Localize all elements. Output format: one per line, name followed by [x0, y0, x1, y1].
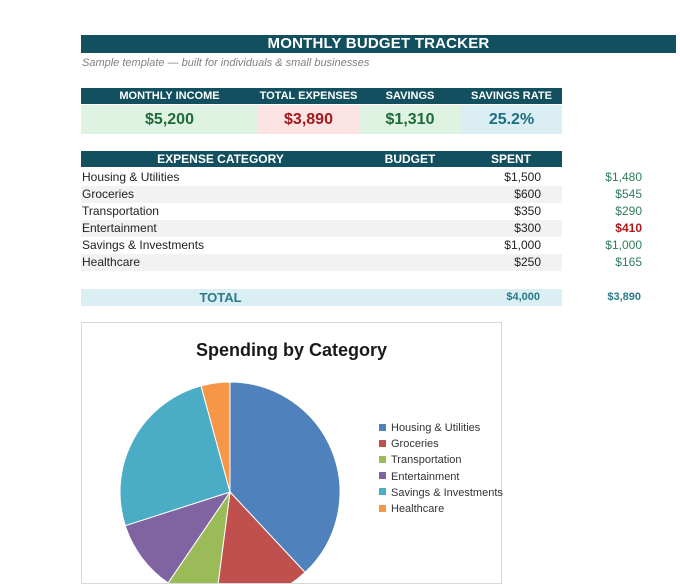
- legend-label: Entertainment: [391, 470, 460, 483]
- spent-cell[interactable]: $1,000: [605, 238, 642, 252]
- legend-item: Housing & Utilities: [379, 420, 503, 436]
- legend-swatch: [379, 423, 386, 431]
- spending-chart[interactable]: Spending by Category Housing & Utilities…: [81, 322, 503, 584]
- page-subtitle: Sample template — built for individuals …: [82, 57, 370, 69]
- legend-item: Groceries: [379, 436, 503, 452]
- pie-chart-canvas: [119, 381, 341, 583]
- total-row[interactable]: TOTAL $4,000 $3,890: [81, 289, 641, 306]
- legend-label: Healthcare: [391, 502, 445, 515]
- savings-header: SAVINGS: [359, 88, 461, 104]
- table-row[interactable]: Entertainment $300 $410: [81, 220, 642, 237]
- category-cell[interactable]: Entertainment: [82, 221, 157, 235]
- legend-swatch: [379, 439, 386, 447]
- legend-label: Housing & Utilities: [391, 422, 481, 434]
- savings-rate-header: SAVINGS RATE: [461, 88, 562, 104]
- table-row[interactable]: Housing & Utilities $1,500 $1,480: [81, 169, 642, 186]
- legend-label: Transportation: [391, 454, 462, 467]
- spent-cell[interactable]: $1,480: [605, 170, 642, 184]
- spent-cell[interactable]: $545: [615, 187, 642, 201]
- category-cell[interactable]: Transportation: [82, 204, 159, 218]
- chart-title: Spending by Category: [195, 340, 388, 360]
- budget-cell[interactable]: $1,500: [504, 170, 541, 184]
- expenses-value[interactable]: $3,890: [258, 105, 359, 134]
- budget-cell[interactable]: $250: [514, 255, 541, 269]
- chart-legend: Housing & Utilities Groceries Transportati…: [379, 420, 503, 517]
- legend-swatch: [379, 455, 386, 463]
- table-row[interactable]: Healthcare $250 $165: [81, 254, 642, 271]
- spent-cell[interactable]: $290: [615, 204, 642, 218]
- category-column-header: EXPENSE CATEGORY: [81, 151, 360, 167]
- legend-label: Savings & Investments: [391, 486, 503, 499]
- spent-column-header: SPENT: [460, 151, 562, 167]
- category-cell[interactable]: Healthcare: [82, 255, 141, 269]
- budget-cell[interactable]: $350: [514, 204, 541, 218]
- table-row[interactable]: Savings & Investments $1,000 $1,000: [81, 237, 642, 254]
- budget-column-header: BUDGET: [360, 151, 460, 167]
- legend-item: Transportation: [379, 452, 503, 468]
- income-value[interactable]: $5,200: [81, 105, 258, 134]
- category-cell[interactable]: Groceries: [82, 187, 135, 201]
- total-spent-cell[interactable]: $3,890: [607, 291, 641, 303]
- legend-item: Entertainment: [379, 469, 503, 485]
- budget-cell[interactable]: $1,000: [504, 238, 541, 252]
- spent-cell-over-budget[interactable]: $410: [615, 221, 642, 235]
- legend-label: Groceries: [391, 438, 439, 451]
- savings-value[interactable]: $1,310: [359, 105, 461, 134]
- table-row[interactable]: Transportation $350 $290: [81, 203, 642, 220]
- expenses-header: TOTAL EXPENSES: [258, 88, 359, 104]
- table-row[interactable]: Groceries $600 $545: [81, 186, 642, 203]
- budget-cell[interactable]: $600: [514, 187, 541, 201]
- pie-slice[interactable]: [229, 381, 341, 574]
- pie-slice[interactable]: [119, 385, 231, 527]
- legend-swatch: [379, 504, 386, 512]
- legend-item: Healthcare: [379, 501, 503, 517]
- savings-rate-value[interactable]: 25.2%: [461, 105, 562, 134]
- legend-swatch: [379, 472, 386, 480]
- category-cell[interactable]: Savings & Investments: [82, 238, 205, 252]
- total-budget-cell[interactable]: $4,000: [506, 291, 540, 303]
- income-header: MONTHLY INCOME: [81, 88, 258, 104]
- budget-cell[interactable]: $300: [514, 221, 541, 235]
- total-label: TOTAL: [199, 290, 242, 305]
- spent-cell[interactable]: $165: [615, 255, 642, 269]
- legend-swatch: [379, 488, 386, 496]
- pie-slice[interactable]: [200, 381, 231, 493]
- category-cell[interactable]: Housing & Utilities: [82, 170, 180, 184]
- page-title: MONTHLY BUDGET TRACKER: [81, 35, 676, 53]
- legend-item: Savings & Investments: [379, 485, 503, 501]
